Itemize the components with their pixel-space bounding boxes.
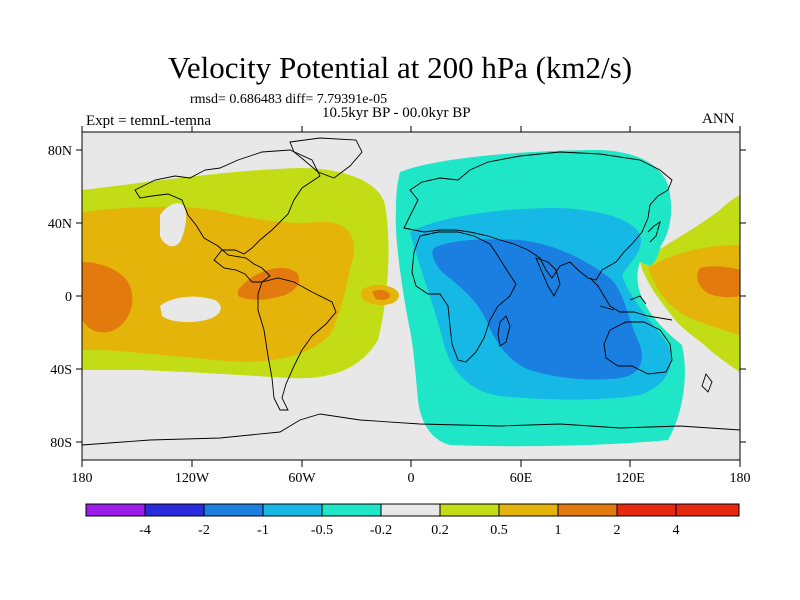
neutral-hole-north-pacific (160, 203, 187, 247)
lon-tick-180-west: 180 (72, 471, 93, 486)
coastline-new-zealand (701, 373, 713, 393)
coastline-eurasia (403, 151, 673, 281)
colorbar-box-3 (203, 503, 264, 517)
colorbar-box-2 (144, 503, 205, 517)
colorbar-box-6 (380, 503, 441, 517)
coastline-antarctica (82, 413, 740, 446)
positive-region-1-africa-coast (372, 289, 390, 300)
experiment-label: Expt = temnL-temna (86, 113, 212, 129)
lat-tick-40s: 40S (50, 363, 72, 378)
colorbar-label: 0.5 (490, 523, 508, 538)
neutral-hole-tropical-pacific (160, 296, 221, 323)
lon-tick-120e: 120E (615, 471, 645, 486)
period-subtitle: 10.5kyr BP - 00.0kyr BP (322, 105, 471, 121)
colorbar-box-8 (498, 503, 559, 517)
colorbar-label: -0.2 (370, 523, 392, 538)
season-label: ANN (702, 111, 735, 127)
colorbar-label: -1 (257, 523, 269, 538)
coastlines (82, 137, 740, 446)
lat-tick-80n: 80N (48, 144, 72, 159)
colorbar-box-1 (85, 503, 146, 517)
colorbar-label: 4 (673, 523, 680, 538)
plot-title: Velocity Potential at 200 hPa (km2/s) (167, 50, 633, 85)
stats-line: rmsd= 0.686483 diff= 7.79391e-05 (190, 92, 388, 107)
coastline-greenland (289, 137, 363, 179)
colorbar-box-10 (616, 503, 677, 517)
colorbar-label: 1 (555, 523, 562, 538)
contour-field (82, 132, 740, 460)
positive-region-0.5 (82, 206, 355, 362)
colorbar-label: 2 (614, 523, 621, 538)
negative-region-1 (432, 239, 642, 380)
colorbar-label: 0.2 (431, 523, 449, 538)
colorbar-box-9 (557, 503, 618, 517)
coastline-south-america (257, 277, 337, 411)
coastline-australia (603, 321, 673, 375)
coastline-japan (647, 220, 661, 243)
colorbar-box-7 (439, 503, 500, 517)
positive-region-1-atlantic (238, 268, 300, 300)
lon-tick-60e: 60E (510, 471, 533, 486)
lat-tick-80s: 80S (50, 436, 72, 451)
colorbar: -4 -2 -1 -0.5 -0.2 0.2 0.5 1 2 4 (85, 503, 740, 538)
lon-tick-60w: 60W (288, 471, 316, 486)
colorbar-label: -2 (198, 523, 210, 538)
positive-region-1-east (697, 266, 740, 298)
negative-tail-east (640, 240, 662, 266)
coastline-north-america (134, 149, 321, 283)
lat-tick-40n: 40N (48, 217, 72, 232)
colorbar-label: -4 (139, 523, 151, 538)
coastline-india (535, 257, 561, 297)
colorbar-box-5 (321, 503, 382, 517)
axis-ticks (76, 126, 746, 467)
positive-region-1-west (82, 262, 133, 333)
coastline-madagascar (497, 315, 511, 347)
lon-tick-180-east: 180 (730, 471, 751, 486)
colorbar-label: -0.5 (311, 523, 333, 538)
colorbar-box-4 (262, 503, 323, 517)
lon-tick-120w: 120W (175, 471, 210, 486)
lon-tick-0: 0 (408, 471, 415, 486)
colorbar-box-11 (675, 503, 740, 517)
coastline-se-asia (589, 277, 673, 321)
lat-tick-0: 0 (65, 290, 72, 305)
coastline-africa (411, 231, 517, 363)
